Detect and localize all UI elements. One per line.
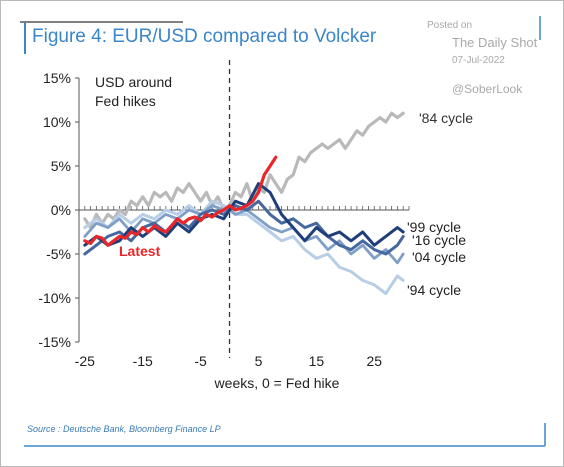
- y-tick-label: 5%: [51, 158, 71, 174]
- x-tick-label: 5: [255, 353, 263, 369]
- chart-annotation: USD around Fed hikes: [95, 74, 172, 109]
- y-tick-label: -10%: [38, 290, 71, 306]
- y-tick-label: 0%: [51, 202, 71, 218]
- series-line-99-cycle: [83, 182, 405, 247]
- x-tick-label: 15: [309, 353, 325, 369]
- watermark-handle: @SoberLook: [452, 82, 523, 96]
- watermark-posted-on: Posted on: [427, 20, 473, 31]
- x-tick-label: -25: [75, 353, 95, 369]
- y-tick-label: 15%: [43, 70, 71, 86]
- series-line-94-cycle: [83, 199, 405, 296]
- series-label-latest: Latest: [119, 243, 161, 259]
- x-axis-label: weeks, 0 = Fed hike: [214, 375, 340, 391]
- figure-title: Figure 4: EUR/USD compared to Volcker: [32, 26, 377, 47]
- watermark-site: The Daily Shot: [452, 35, 538, 50]
- series-line-04-cycle: [83, 204, 405, 265]
- series-label-94-cycle: '94 cycle: [407, 282, 461, 298]
- series-line-84-cycle: [83, 111, 405, 230]
- x-tick-label: -15: [133, 353, 153, 369]
- x-tick-label: -5: [194, 353, 207, 369]
- x-tick-label: 25: [366, 353, 382, 369]
- watermark-date: 07-Jul-2022: [452, 55, 505, 66]
- series-label-99-cycle: '99 cycle: [407, 219, 461, 235]
- source-note: Source : Deutsche Bank, Bloomberg Financ…: [27, 424, 221, 434]
- y-tick-label: 10%: [43, 114, 71, 130]
- y-tick-label: -15%: [38, 334, 71, 350]
- series-line-latest: [83, 155, 278, 247]
- y-tick-label: -5%: [46, 246, 71, 262]
- series-label-04-cycle: '04 cycle: [412, 249, 466, 265]
- series-label-16-cycle: '16 cycle: [412, 232, 466, 248]
- series-label-84-cycle: '84 cycle: [419, 110, 473, 126]
